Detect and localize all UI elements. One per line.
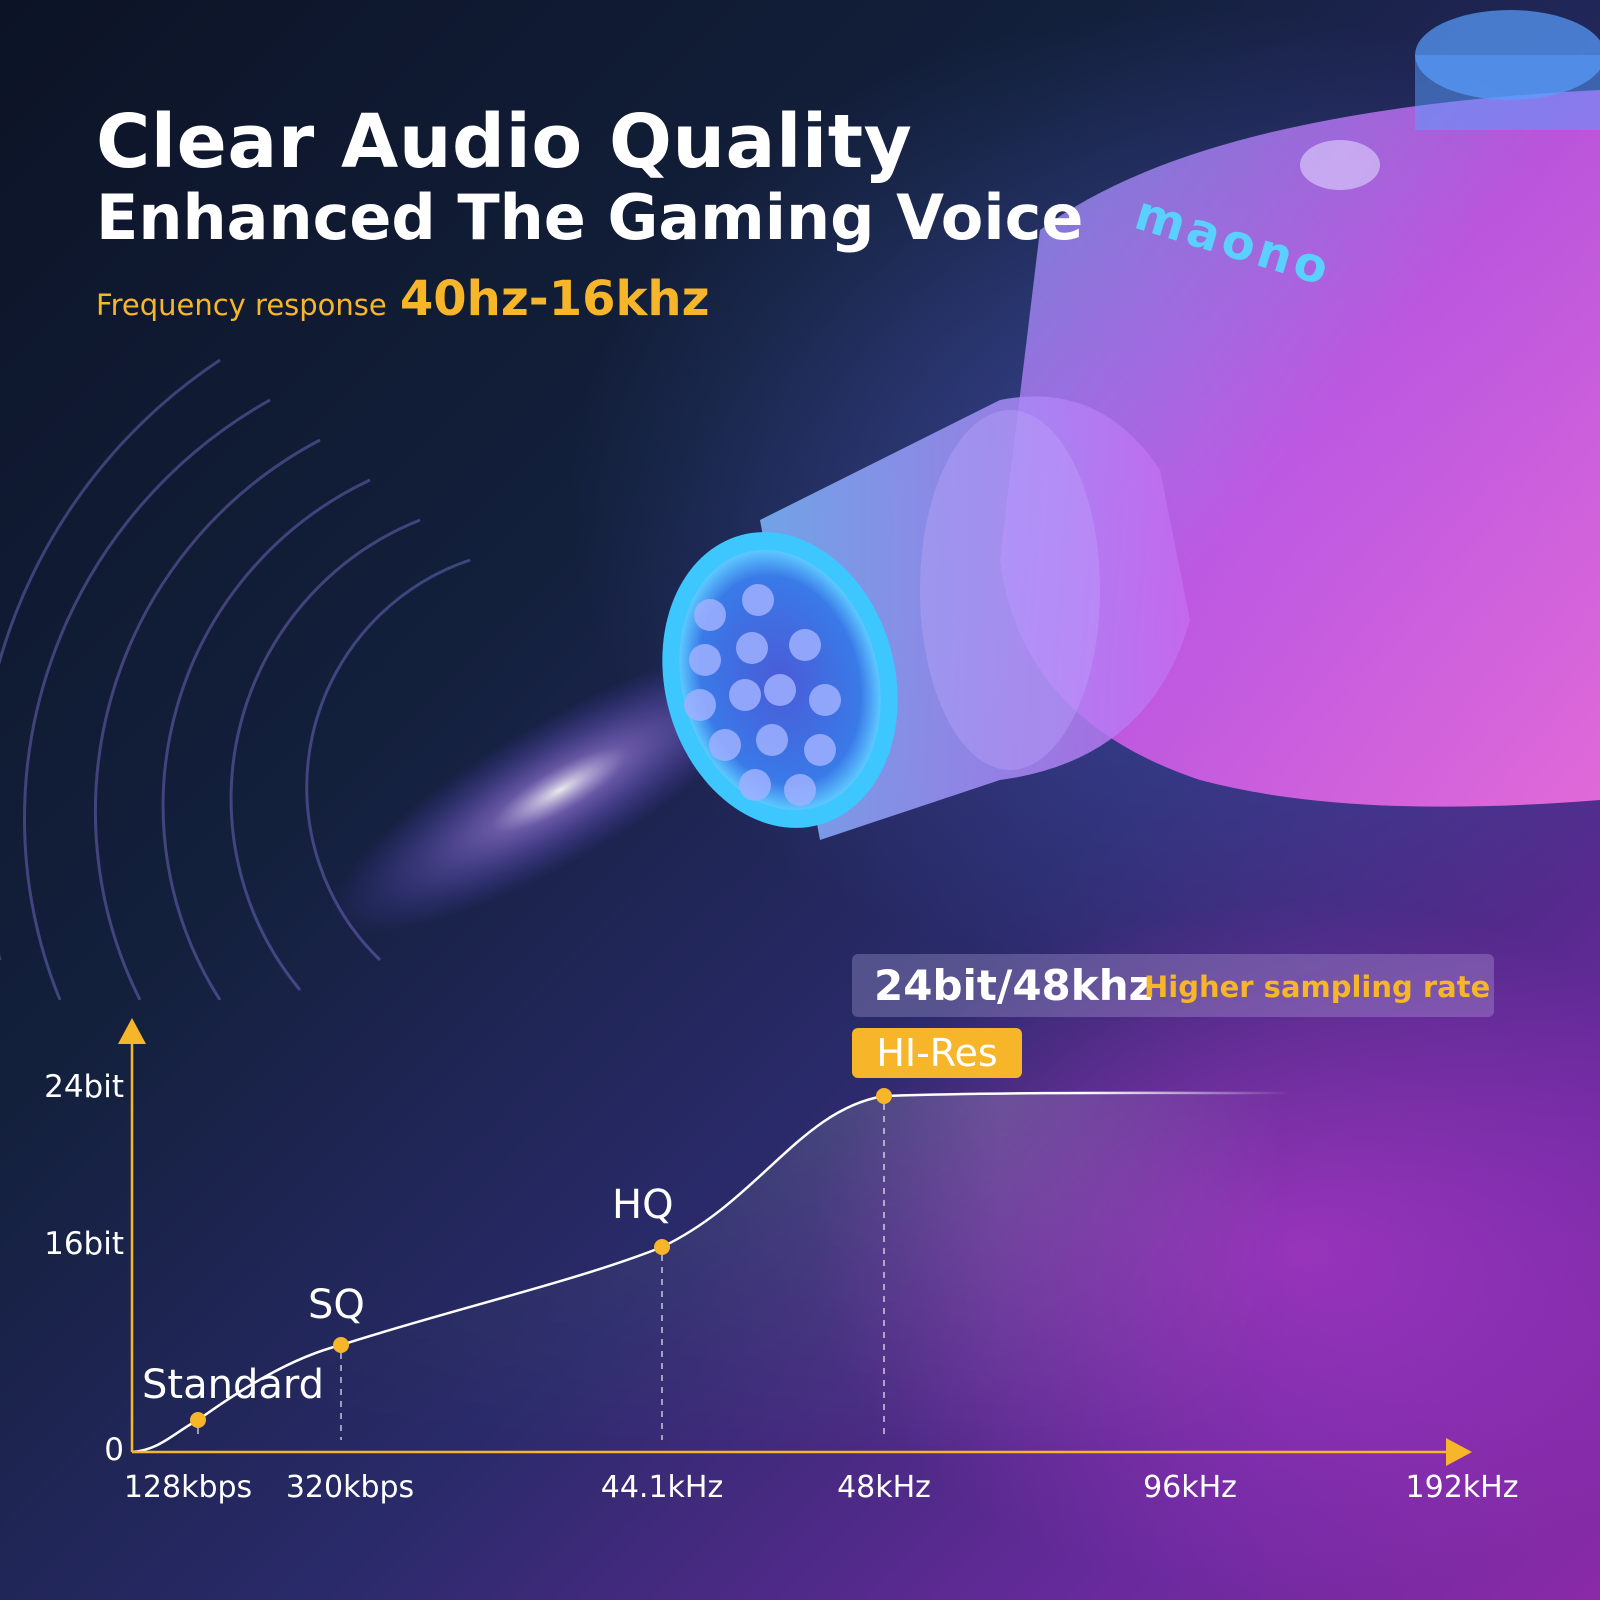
- point-label: Standard: [142, 1362, 324, 1408]
- frequency-label: Frequency response: [96, 288, 387, 322]
- data-point: [876, 1088, 892, 1104]
- point-label: HQ: [612, 1182, 674, 1228]
- quality-curve: [131, 1091, 1291, 1454]
- headline-block: Clear Audio Quality Enhanced The Gaming …: [96, 105, 1083, 327]
- frequency-response: Frequency response 40hz-16khz: [96, 271, 1083, 327]
- guide-lines: [197, 1104, 885, 1440]
- x-tick-label: 320kbps: [286, 1470, 414, 1505]
- y-tick-label: 0: [104, 1432, 124, 1468]
- spec-main-label: 24bit/48khz: [874, 961, 1154, 1010]
- x-axis-arrow: [1446, 1438, 1472, 1466]
- data-point: [654, 1239, 670, 1255]
- spec-sub-label: Higher sampling rate: [1144, 970, 1491, 1004]
- y-tick-label: 16bit: [44, 1226, 124, 1262]
- x-tick-label: 128kbps: [124, 1470, 252, 1505]
- y-axis-arrow: [118, 1018, 146, 1044]
- sound-wave-arcs: [0, 358, 471, 1001]
- x-tick-label: 48kHz: [837, 1470, 931, 1505]
- spec-callout: 24bit/48khz Higher sampling rate: [852, 954, 1494, 1017]
- point-label: SQ: [308, 1282, 365, 1328]
- headline-title: Clear Audio Quality: [96, 99, 913, 185]
- frequency-value: 40hz-16khz: [399, 271, 710, 327]
- curve-area: [132, 1092, 1290, 1452]
- data-point: [190, 1412, 206, 1428]
- y-tick-label: 24bit: [44, 1069, 124, 1105]
- data-point: [333, 1337, 349, 1353]
- x-tick-label: 44.1kHz: [601, 1470, 723, 1505]
- headline-subtitle: Enhanced The Gaming Voice: [96, 181, 1084, 254]
- hires-badge: HI-Res: [852, 1028, 1022, 1078]
- hero-background: maono: [0, 10, 1600, 1001]
- x-tick-label: 96kHz: [1143, 1470, 1237, 1505]
- x-tick-label: 192kHz: [1406, 1470, 1519, 1505]
- microphone-illustration: [0, 10, 1600, 1001]
